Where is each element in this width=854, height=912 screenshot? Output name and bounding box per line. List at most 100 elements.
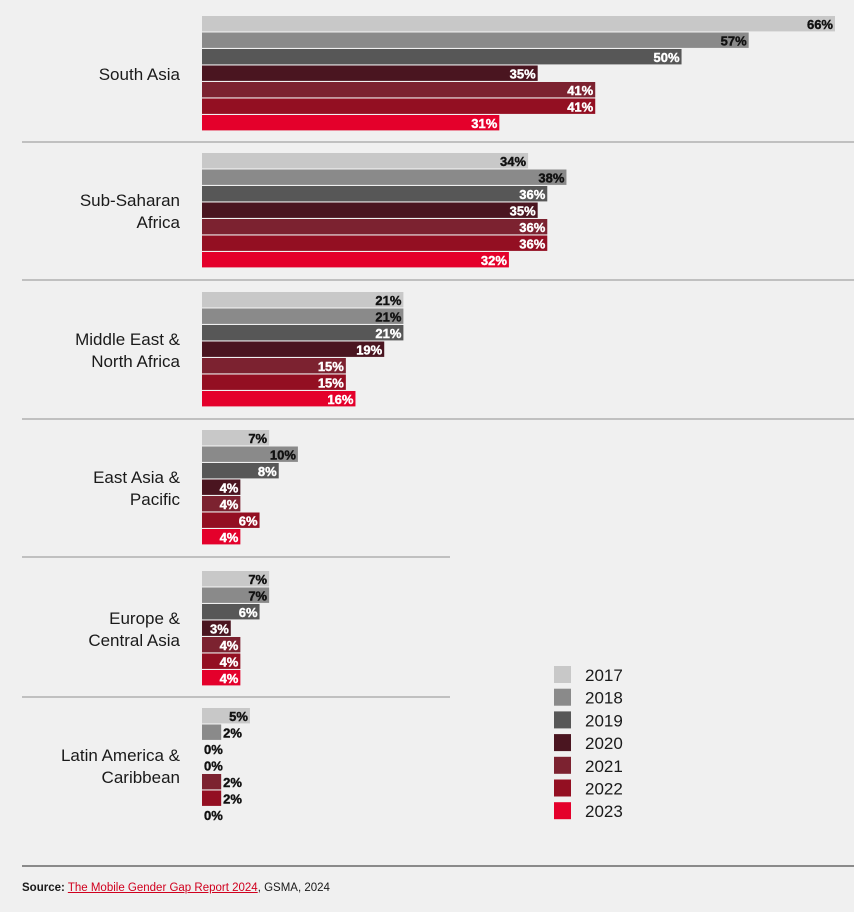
region-label: Africa [137, 213, 181, 232]
source-link[interactable]: The Mobile Gender Gap Report 2024 [67, 882, 258, 894]
bar-2022 [202, 512, 260, 528]
legend-label-2022: 2022 [585, 780, 623, 799]
bar-value-label: 57% [721, 33, 747, 48]
bar-2017 [202, 292, 404, 308]
bar-value-label: 36% [519, 220, 545, 235]
region-label: Sub-Saharan [80, 191, 180, 210]
bar-2022 [202, 98, 596, 114]
bar-2021 [202, 82, 596, 98]
bar-2017 [202, 16, 835, 32]
region-label: Caribbean [102, 768, 180, 787]
region-label: Middle East & [75, 330, 181, 349]
bar-2018 [202, 724, 222, 740]
bar-value-label: 6% [239, 605, 258, 620]
legend-swatch-2018 [554, 688, 571, 706]
bar-2022 [202, 374, 346, 390]
bar-value-label: 66% [807, 17, 833, 32]
bar-value-label: 19% [356, 342, 382, 357]
bar-2018 [202, 587, 270, 603]
bar-2023 [202, 252, 509, 268]
bar-2021 [202, 496, 241, 512]
bar-2022 [202, 653, 241, 669]
source-note: Source: The Mobile Gender Gap Report 202… [22, 882, 330, 894]
region-label: Pacific [130, 490, 181, 509]
bar-value-label: 4% [220, 654, 239, 669]
bar-value-label: 7% [248, 572, 267, 587]
bar-value-label: 7% [248, 588, 267, 603]
bar-2018 [202, 446, 298, 462]
bar-2022 [202, 235, 548, 251]
legend-label-2023: 2023 [585, 802, 623, 821]
bar-value-label: 35% [510, 203, 536, 218]
bar-2020 [202, 341, 385, 357]
bar-value-label: 0% [204, 758, 223, 773]
bar-value-label: 0% [204, 742, 223, 757]
region-label: Latin America & [61, 746, 181, 765]
bar-value-label: 32% [481, 253, 507, 268]
bar-2021 [202, 358, 346, 374]
legend-label-2021: 2021 [585, 757, 623, 776]
bar-2023 [202, 115, 500, 131]
bar-2020 [202, 479, 241, 495]
bar-value-label: 21% [375, 326, 401, 341]
bar-2018 [202, 32, 749, 48]
bar-2017 [202, 571, 270, 587]
region-label: South Asia [99, 65, 181, 84]
legend-label-2018: 2018 [585, 689, 623, 708]
group-separators [22, 141, 854, 867]
source-label: Source: [22, 882, 65, 894]
bar-2019 [202, 325, 404, 341]
legend-swatch-2017 [554, 666, 571, 683]
bar-value-label: 41% [567, 99, 593, 114]
bar-value-label: 21% [375, 309, 401, 324]
bar-value-label: 35% [510, 66, 536, 81]
bar-value-label: 36% [519, 236, 545, 251]
bar-2019 [202, 463, 279, 479]
legend-swatch-2022 [554, 779, 571, 797]
bar-value-label: 2% [223, 791, 242, 806]
bar-value-label: 16% [327, 392, 353, 407]
bar-2020 [202, 202, 538, 218]
bar-2020 [202, 65, 538, 81]
legend: 2017 2018 2019 2020 2021 2022 2023 [554, 666, 623, 821]
bar-value-label: 4% [220, 480, 239, 495]
bar-2017 [202, 708, 250, 724]
bar-2017 [202, 153, 529, 169]
bar-value-label: 4% [220, 530, 239, 545]
bar-2021 [202, 637, 241, 653]
region-label: North Africa [91, 352, 180, 371]
bars: 66%57%50%35%41%41%31%34%38%36%35%36%36%3… [202, 16, 835, 823]
bar-value-label: 15% [318, 359, 344, 374]
bar-value-label: 4% [220, 638, 239, 653]
bar-value-label: 21% [375, 293, 401, 308]
region-label: East Asia & [93, 468, 181, 487]
bar-value-label: 5% [229, 709, 248, 724]
bar-value-label: 7% [248, 431, 267, 446]
bar-value-label: 15% [318, 375, 344, 390]
bar-2020 [202, 620, 231, 636]
legend-swatch-2023 [554, 802, 571, 820]
bar-value-label: 0% [204, 808, 223, 823]
bar-2023 [202, 670, 241, 686]
bar-value-label: 4% [220, 497, 239, 512]
bar-2018 [202, 308, 404, 324]
bar-value-label: 34% [500, 154, 526, 169]
legend-label-2020: 2020 [585, 734, 623, 753]
bar-2019 [202, 604, 260, 620]
bar-value-label: 31% [471, 116, 497, 131]
bar-2022 [202, 790, 222, 806]
bar-2017 [202, 430, 270, 446]
region-label: Central Asia [88, 631, 180, 650]
bar-value-label: 50% [654, 50, 680, 65]
bar-value-label: 6% [239, 513, 258, 528]
bar-2021 [202, 219, 548, 235]
bar-value-label: 3% [210, 621, 229, 636]
bar-value-label: 38% [538, 170, 564, 185]
bar-2023 [202, 391, 356, 407]
bar-2023 [202, 529, 241, 545]
bar-value-label: 4% [220, 671, 239, 686]
bar-value-label: 2% [223, 775, 242, 790]
legend-swatch-2019 [554, 711, 571, 729]
source-rest: , GSMA, 2024 [257, 882, 330, 894]
